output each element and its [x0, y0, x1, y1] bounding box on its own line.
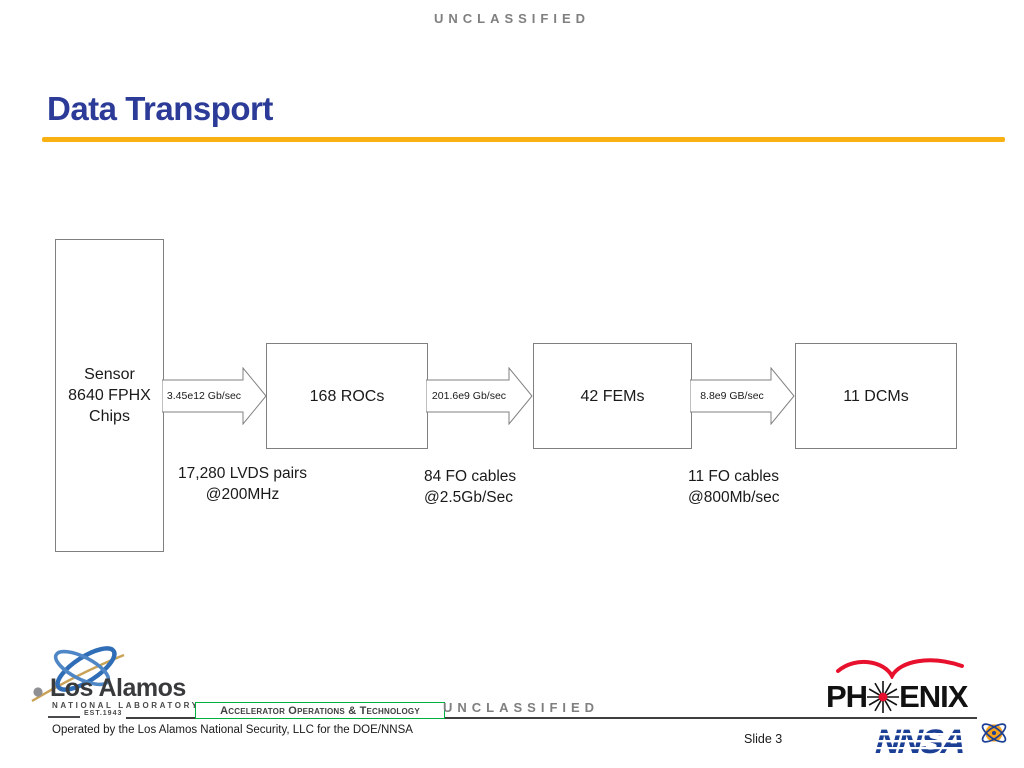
flow-arrow-sensor-to-roc: 3.45e12 Gb/sec [162, 367, 267, 425]
roc-box: 168 ROCs [266, 343, 428, 449]
right-block-arrow-icon [162, 367, 267, 425]
right-block-arrow-icon [426, 367, 533, 425]
slide-number: Slide 3 [744, 732, 783, 746]
arrow-rate-label: 3.45e12 Gb/sec [166, 390, 242, 402]
lanl-atom-swoosh-icon [31, 646, 125, 703]
arrow-rate-label: 8.8e9 GB/sec [700, 390, 764, 402]
classification-footer: UNCLASSIFIED [443, 700, 600, 715]
sensor-box-label-line1: Sensor [84, 366, 135, 383]
annotation-line: @200MHz [205, 486, 280, 503]
sensor-box-label-line2: 8640 FPHX [68, 387, 151, 404]
lanl-est-label: EST.1943 [84, 710, 123, 717]
roc-box-label: 168 ROCs [309, 387, 385, 405]
annotation-fo-cables-11: 11 FO cables @800Mb/sec [688, 466, 780, 508]
sensor-box: Sensor 8640 FPHX Chips [55, 239, 164, 552]
annotation-line: 17,280 LVDS pairs [178, 465, 307, 482]
classification-header: UNCLASSIFIED [433, 11, 591, 26]
aot-banner-label: Accelerator Operations & Technology [220, 704, 420, 717]
sensor-box-label-line3: Chips [89, 408, 130, 425]
right-block-arrow-icon [690, 367, 795, 425]
lanl-logo-subtitle: NATIONAL LABORATORY [52, 701, 200, 710]
footer-rule [126, 717, 977, 719]
flow-arrow-roc-to-fem: 201.6e9 Gb/sec [426, 367, 533, 425]
nnsa-orange-atom-icon [981, 723, 1007, 743]
fem-box: 42 FEMs [533, 343, 692, 449]
annotation-line: 11 FO cables [688, 468, 780, 485]
phenix-starburst-icon [867, 681, 900, 713]
phenix-logo: PH ENIX [826, 653, 978, 719]
phenix-red-wings-icon [836, 658, 964, 679]
page-title: Data Transport [47, 90, 273, 127]
annotation-fo-cables-84: 84 FO cables @2.5Gb/Sec [424, 466, 516, 508]
annotation-line: @2.5Gb/Sec [424, 489, 513, 506]
dcm-box: 11 DCMs [795, 343, 957, 449]
annotation-line: 84 FO cables [424, 468, 517, 485]
nnsa-logo: NNSA [866, 718, 1016, 762]
title-underline-rule [42, 137, 1005, 142]
lanl-logo-name: Los Alamos [50, 674, 186, 702]
aot-banner: Accelerator Operations & Technology [195, 702, 445, 719]
phenix-wordmark: PH ENIX [826, 677, 968, 717]
annotation-line: @800Mb/sec [688, 489, 780, 506]
flow-arrow-fem-to-dcm: 8.8e9 GB/sec [690, 367, 795, 425]
operated-by-text: Operated by the Los Alamos National Secu… [52, 724, 413, 736]
annotation-lvds-pairs: 17,280 LVDS pairs @200MHz [155, 463, 330, 505]
phenix-text-left: PH [826, 679, 868, 714]
dcm-box-label: 11 DCMs [843, 387, 909, 405]
lanl-est-dash [48, 716, 80, 718]
fem-box-label: 42 FEMs [580, 387, 645, 405]
phenix-text-right: ENIX [899, 679, 968, 714]
arrow-rate-label: 201.6e9 Gb/sec [431, 390, 507, 402]
nnsa-logo-icon: NNSA [866, 723, 1007, 761]
